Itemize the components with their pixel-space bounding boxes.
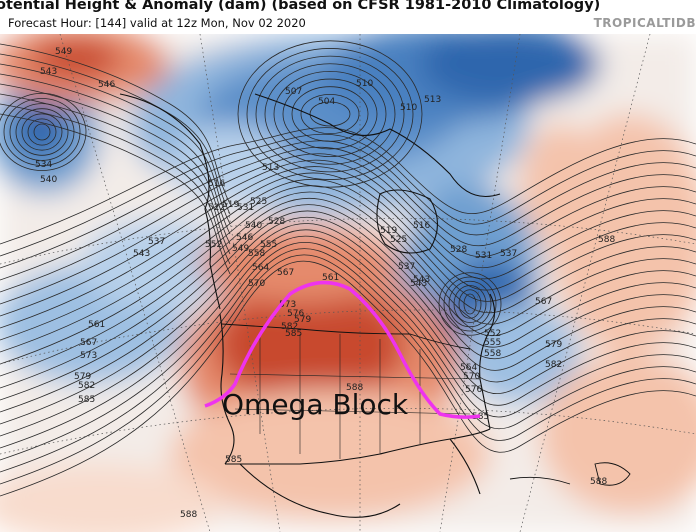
contour-label: 546 [98, 80, 115, 90]
contour-label: 534 [35, 160, 52, 170]
contour-label: 555 [260, 240, 277, 250]
contour-label: 570 [248, 279, 265, 289]
brand-watermark: TROPICALTIDB [593, 16, 696, 30]
contour-label: 522 [208, 203, 225, 213]
contour-label: 519 [222, 200, 239, 210]
contour-label: 552 [205, 240, 222, 250]
contour-label: 546 [236, 233, 253, 243]
contour-label: 570 [463, 372, 480, 382]
contour-label: 585 [285, 329, 302, 339]
contour-label: 510 [400, 103, 417, 113]
map-title: otential Height & Anomaly (dam) (based o… [0, 0, 601, 13]
contour-label: 579 [74, 372, 91, 382]
contour-label: 588 [590, 477, 607, 487]
contour-label: 582 [78, 381, 95, 391]
contour-label: 579 [545, 340, 562, 350]
map-canvas: 5495435465345405075045105135105135165195… [0, 34, 696, 532]
contour-label: 588 [346, 383, 363, 393]
contour-labels: 5495435465345405075045105135105135165195… [35, 47, 615, 520]
contour-label: 543 [410, 279, 427, 289]
contour-label: 573 [279, 300, 296, 310]
contour-label: 531 [475, 251, 492, 261]
contour-label: 513 [424, 95, 441, 105]
lat-lon-grid [0, 34, 696, 532]
contour-label: 504 [318, 97, 335, 107]
contour-label: 555 [484, 338, 501, 348]
contour-label: 567 [277, 268, 294, 278]
contour-label: 564 [460, 363, 477, 373]
contour-label: 588 [598, 235, 615, 245]
contour-label: 558 [484, 349, 501, 359]
forecast-subtitle: Forecast Hour: [144] valid at 12z Mon, N… [8, 16, 306, 30]
contour-label: 525 [250, 197, 267, 207]
contour-label: 537 [148, 237, 165, 247]
contour-label: 561 [88, 320, 105, 330]
contour-label: 531 [237, 203, 254, 213]
contour-label: 564 [252, 263, 269, 273]
omega-block-label: Omega Block [222, 388, 409, 421]
contour-label: 528 [268, 217, 285, 227]
contour-label: 558 [248, 249, 265, 259]
contour-label: 543 [413, 275, 430, 285]
contour-label: 537 [398, 262, 415, 272]
contour-label: 543 [40, 67, 57, 77]
contour-label: 582 [281, 322, 298, 332]
contour-label: 528 [450, 245, 467, 255]
contour-label: 549 [55, 47, 72, 57]
contour-label: 510 [356, 79, 373, 89]
contour-label: 579 [294, 315, 311, 325]
contour-label: 513 [262, 163, 279, 173]
state-borders [229, 334, 481, 459]
contour-label: 516 [208, 179, 225, 189]
contour-label: 576 [287, 309, 304, 319]
contour-label: 519 [380, 226, 397, 236]
contour-label: 543 [133, 249, 150, 259]
header: otential Height & Anomaly (dam) (based o… [0, 0, 696, 34]
contour-label: 552 [484, 329, 501, 339]
weather-map: 549 543 546 534 540 507 504 510 513 510 513 516 519 5… [0, 34, 696, 532]
contour-label: 585 [472, 412, 489, 422]
contour-label: 540 [245, 221, 262, 231]
height-contours [0, 40, 696, 497]
contour-label: 516 [413, 221, 430, 231]
contour-label: 582 [545, 360, 562, 370]
coastlines [119, 93, 631, 518]
contour-label: 537 [500, 249, 517, 259]
contour-label: 561 [322, 273, 339, 283]
contour-label: 585 [225, 455, 242, 465]
contour-label: 573 [80, 351, 97, 361]
contour-label: 525 [390, 235, 407, 245]
contour-label: 507 [285, 87, 302, 97]
contour-label: 540 [40, 175, 57, 185]
contour-label: 567 [535, 297, 552, 307]
contour-label: 588 [180, 510, 197, 520]
omega-block-line [204, 280, 481, 419]
contour-label: 585 [78, 395, 95, 405]
contour-label: 567 [80, 338, 97, 348]
contour-label: 549 [232, 244, 249, 254]
contour-label: 576 [465, 385, 482, 395]
